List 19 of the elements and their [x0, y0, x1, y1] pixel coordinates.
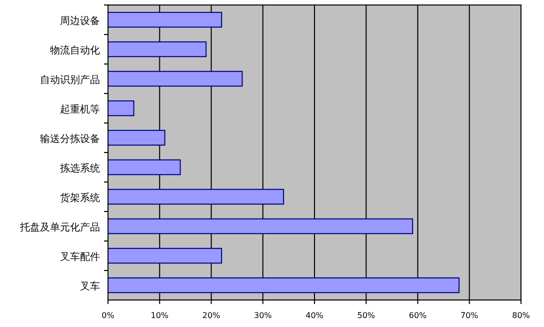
- y-tick-label: 周边设备: [60, 14, 100, 27]
- x-tick-label: 80%: [512, 311, 530, 320]
- y-tick-label: 输送分拣设备: [40, 132, 100, 145]
- x-tick-label: 10%: [150, 311, 169, 320]
- y-tick-label: 起重机等: [60, 103, 100, 116]
- y-tick-label: 拣选系统: [59, 162, 100, 174]
- y-tick-label: 托盘及单元化产品: [19, 221, 100, 234]
- y-tick-label: 自动识别产品: [40, 74, 100, 86]
- x-tick-label: 50%: [357, 311, 376, 320]
- x-tick-label: 40%: [306, 311, 324, 320]
- x-tick-label: 60%: [408, 311, 428, 320]
- y-tick-label: 货架系统: [60, 192, 100, 204]
- y-tick-label: 叉车: [80, 280, 100, 292]
- x-tick-label: 30%: [254, 311, 272, 320]
- x-tick-label: 0%: [102, 311, 115, 320]
- y-tick-label: 物流自动化: [50, 44, 100, 56]
- x-tick-label: 70%: [460, 311, 479, 320]
- x-tick-label: 20%: [202, 311, 221, 320]
- y-tick-label: 叉车配件: [60, 250, 100, 263]
